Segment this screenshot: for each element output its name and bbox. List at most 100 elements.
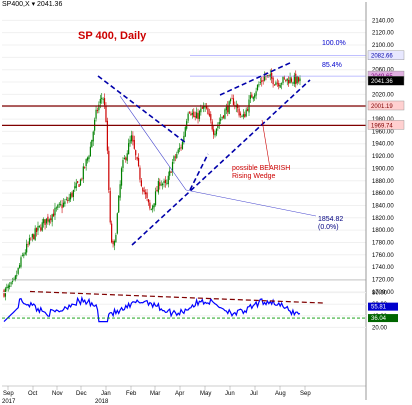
candle-body (187, 113, 189, 121)
candle-body (163, 181, 165, 184)
x-tick-label: Sep (300, 391, 311, 397)
candle-body (244, 114, 246, 118)
candle-body (255, 91, 257, 96)
candle-body (200, 108, 202, 113)
candle-body (176, 154, 178, 158)
price-tick-label: 2140.00 (372, 18, 394, 24)
candle-body (239, 113, 242, 116)
candle-body (3, 290, 5, 297)
candle-body (61, 204, 63, 209)
price-tick-label: 1800.00 (372, 228, 394, 234)
candle-body (275, 82, 277, 86)
candle-body (197, 113, 199, 120)
candle-body (101, 97, 103, 100)
candle-body (52, 213, 55, 217)
year-label: 2018 (95, 399, 109, 405)
candle-body (68, 197, 70, 201)
candle-body (24, 252, 26, 255)
price-axis: 1700.00 1720.00 1740.00 1760.00 1780.00 1800.… (365, 2, 405, 400)
candle-body (285, 79, 287, 82)
candle-body (54, 207, 56, 216)
price-tick-label: 1880.00 (372, 179, 394, 185)
candle-body (254, 94, 256, 98)
candle-body (89, 146, 91, 157)
candle-body (91, 139, 93, 148)
osc-tick-label: 80.00 (372, 291, 388, 297)
candle-body (21, 255, 24, 257)
candle-body (74, 186, 76, 189)
candle-body (196, 112, 198, 119)
price-flag-label: 1969.74 (371, 123, 393, 129)
candle-body (210, 114, 212, 121)
x-tick-label: Feb (126, 391, 137, 397)
candle-body (43, 219, 45, 224)
price-tick-label: 1980.00 (372, 117, 394, 123)
candle-body (265, 75, 267, 77)
candle-body (137, 158, 140, 166)
candle-body (18, 265, 21, 268)
price-tick-label: 1820.00 (372, 216, 394, 222)
candle-body (203, 105, 205, 109)
price-tick-label: 1920.00 (372, 154, 394, 160)
candle-body (136, 156, 138, 160)
candle-body (217, 124, 219, 129)
candle-body (180, 147, 182, 149)
candle-body (135, 150, 137, 156)
candle-body (220, 118, 222, 121)
candle-body (145, 192, 147, 195)
wedge-note-line1: possible BEARISH (232, 165, 291, 172)
candle-body (116, 213, 118, 234)
candle-body (164, 179, 167, 183)
price-flag-label: 2082.66 (371, 54, 393, 60)
time-axis: Sep Oct Nov Dec Jan Feb Mar Apr May Jun Jul Aug Sep 2… (2, 385, 366, 405)
candle-body (280, 83, 283, 85)
candle-body (167, 175, 169, 185)
price-flag (367, 100, 405, 111)
candle-body (47, 216, 49, 222)
candle-body (149, 202, 151, 209)
symbol-header[interactable]: SP400,X ▾ 2041.36 (2, 1, 63, 8)
candle-body (34, 228, 36, 241)
wedge-trendline (97, 75, 187, 144)
candle-body (81, 178, 83, 180)
candle-body (133, 139, 135, 149)
candle-body (297, 77, 300, 82)
candle-body (190, 113, 192, 116)
candle-body (126, 153, 128, 161)
price-tick-label: 1720.00 (372, 277, 394, 283)
price-flag (367, 76, 405, 86)
candle-body (293, 75, 295, 84)
candle-body (64, 201, 66, 205)
candle-body (120, 168, 123, 186)
candle-body (221, 116, 223, 119)
candle-body (271, 72, 273, 79)
price-tick-label: 1960.00 (372, 129, 394, 135)
candle-body (147, 199, 150, 203)
candle-body (9, 285, 11, 288)
candle-body (128, 143, 130, 155)
candle-body (272, 77, 274, 85)
candle-body (256, 84, 259, 90)
candle-body (205, 105, 208, 109)
candle-body (296, 76, 298, 84)
candle-body (115, 234, 117, 243)
candle-body (194, 115, 196, 118)
candle-body (188, 112, 191, 114)
candle-body (122, 160, 124, 169)
fib-retracement-line (119, 95, 187, 191)
candle-body (152, 205, 154, 210)
candle-body (181, 141, 184, 150)
wedge-note: possible BEARISH Rising Wedge (232, 165, 290, 181)
wedge-note-pointer (261, 119, 271, 169)
candle-body (139, 167, 141, 180)
candle-body (268, 74, 270, 76)
candle-body (162, 183, 164, 186)
candle-body (245, 109, 247, 117)
candle-body (179, 147, 181, 150)
x-tick-label: Sep (3, 391, 14, 397)
candle-body (51, 214, 53, 222)
candle-body (225, 106, 227, 111)
candle-body (204, 106, 206, 108)
